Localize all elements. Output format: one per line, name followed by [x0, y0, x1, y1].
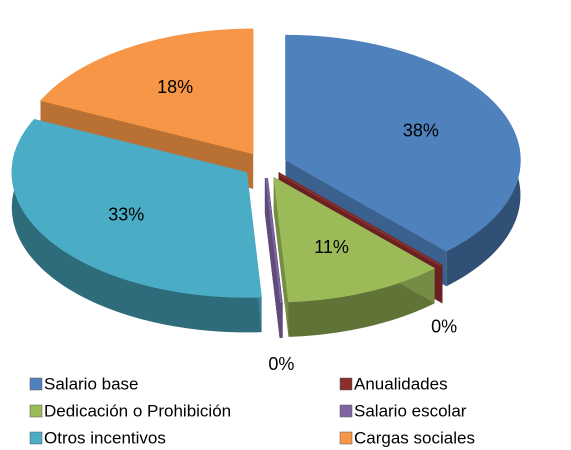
- legend-swatch: [339, 377, 353, 391]
- data-label: 0%: [268, 354, 294, 374]
- data-label: 0%: [431, 316, 457, 336]
- legend-label: Salario escolar: [354, 401, 467, 420]
- legend-swatch: [29, 404, 43, 418]
- slice: [279, 173, 442, 267]
- legend-swatch: [339, 404, 353, 418]
- data-label: 33%: [108, 205, 144, 225]
- legend-label: Anualidades: [354, 374, 448, 393]
- legend-swatch: [339, 431, 353, 445]
- slice-face: [273, 177, 289, 337]
- data-label: 11%: [314, 237, 349, 257]
- legend-label: Cargas sociales: [354, 428, 475, 447]
- legend-label: Salario base: [44, 374, 139, 393]
- legend-swatch: [29, 431, 43, 445]
- slice: [40, 28, 254, 155]
- slice: [11, 118, 262, 298]
- slice: [273, 176, 436, 303]
- slice: [265, 178, 283, 304]
- data-label: 18%: [157, 77, 193, 97]
- data-label: 38%: [403, 120, 439, 140]
- legend-swatch: [29, 377, 43, 391]
- slice-side: [288, 268, 435, 337]
- legend-label: Dedicación o Prohibición: [44, 401, 231, 420]
- legend-label: Otros incentivos: [44, 428, 166, 447]
- slice: [285, 34, 521, 252]
- slice-side: [11, 119, 262, 333]
